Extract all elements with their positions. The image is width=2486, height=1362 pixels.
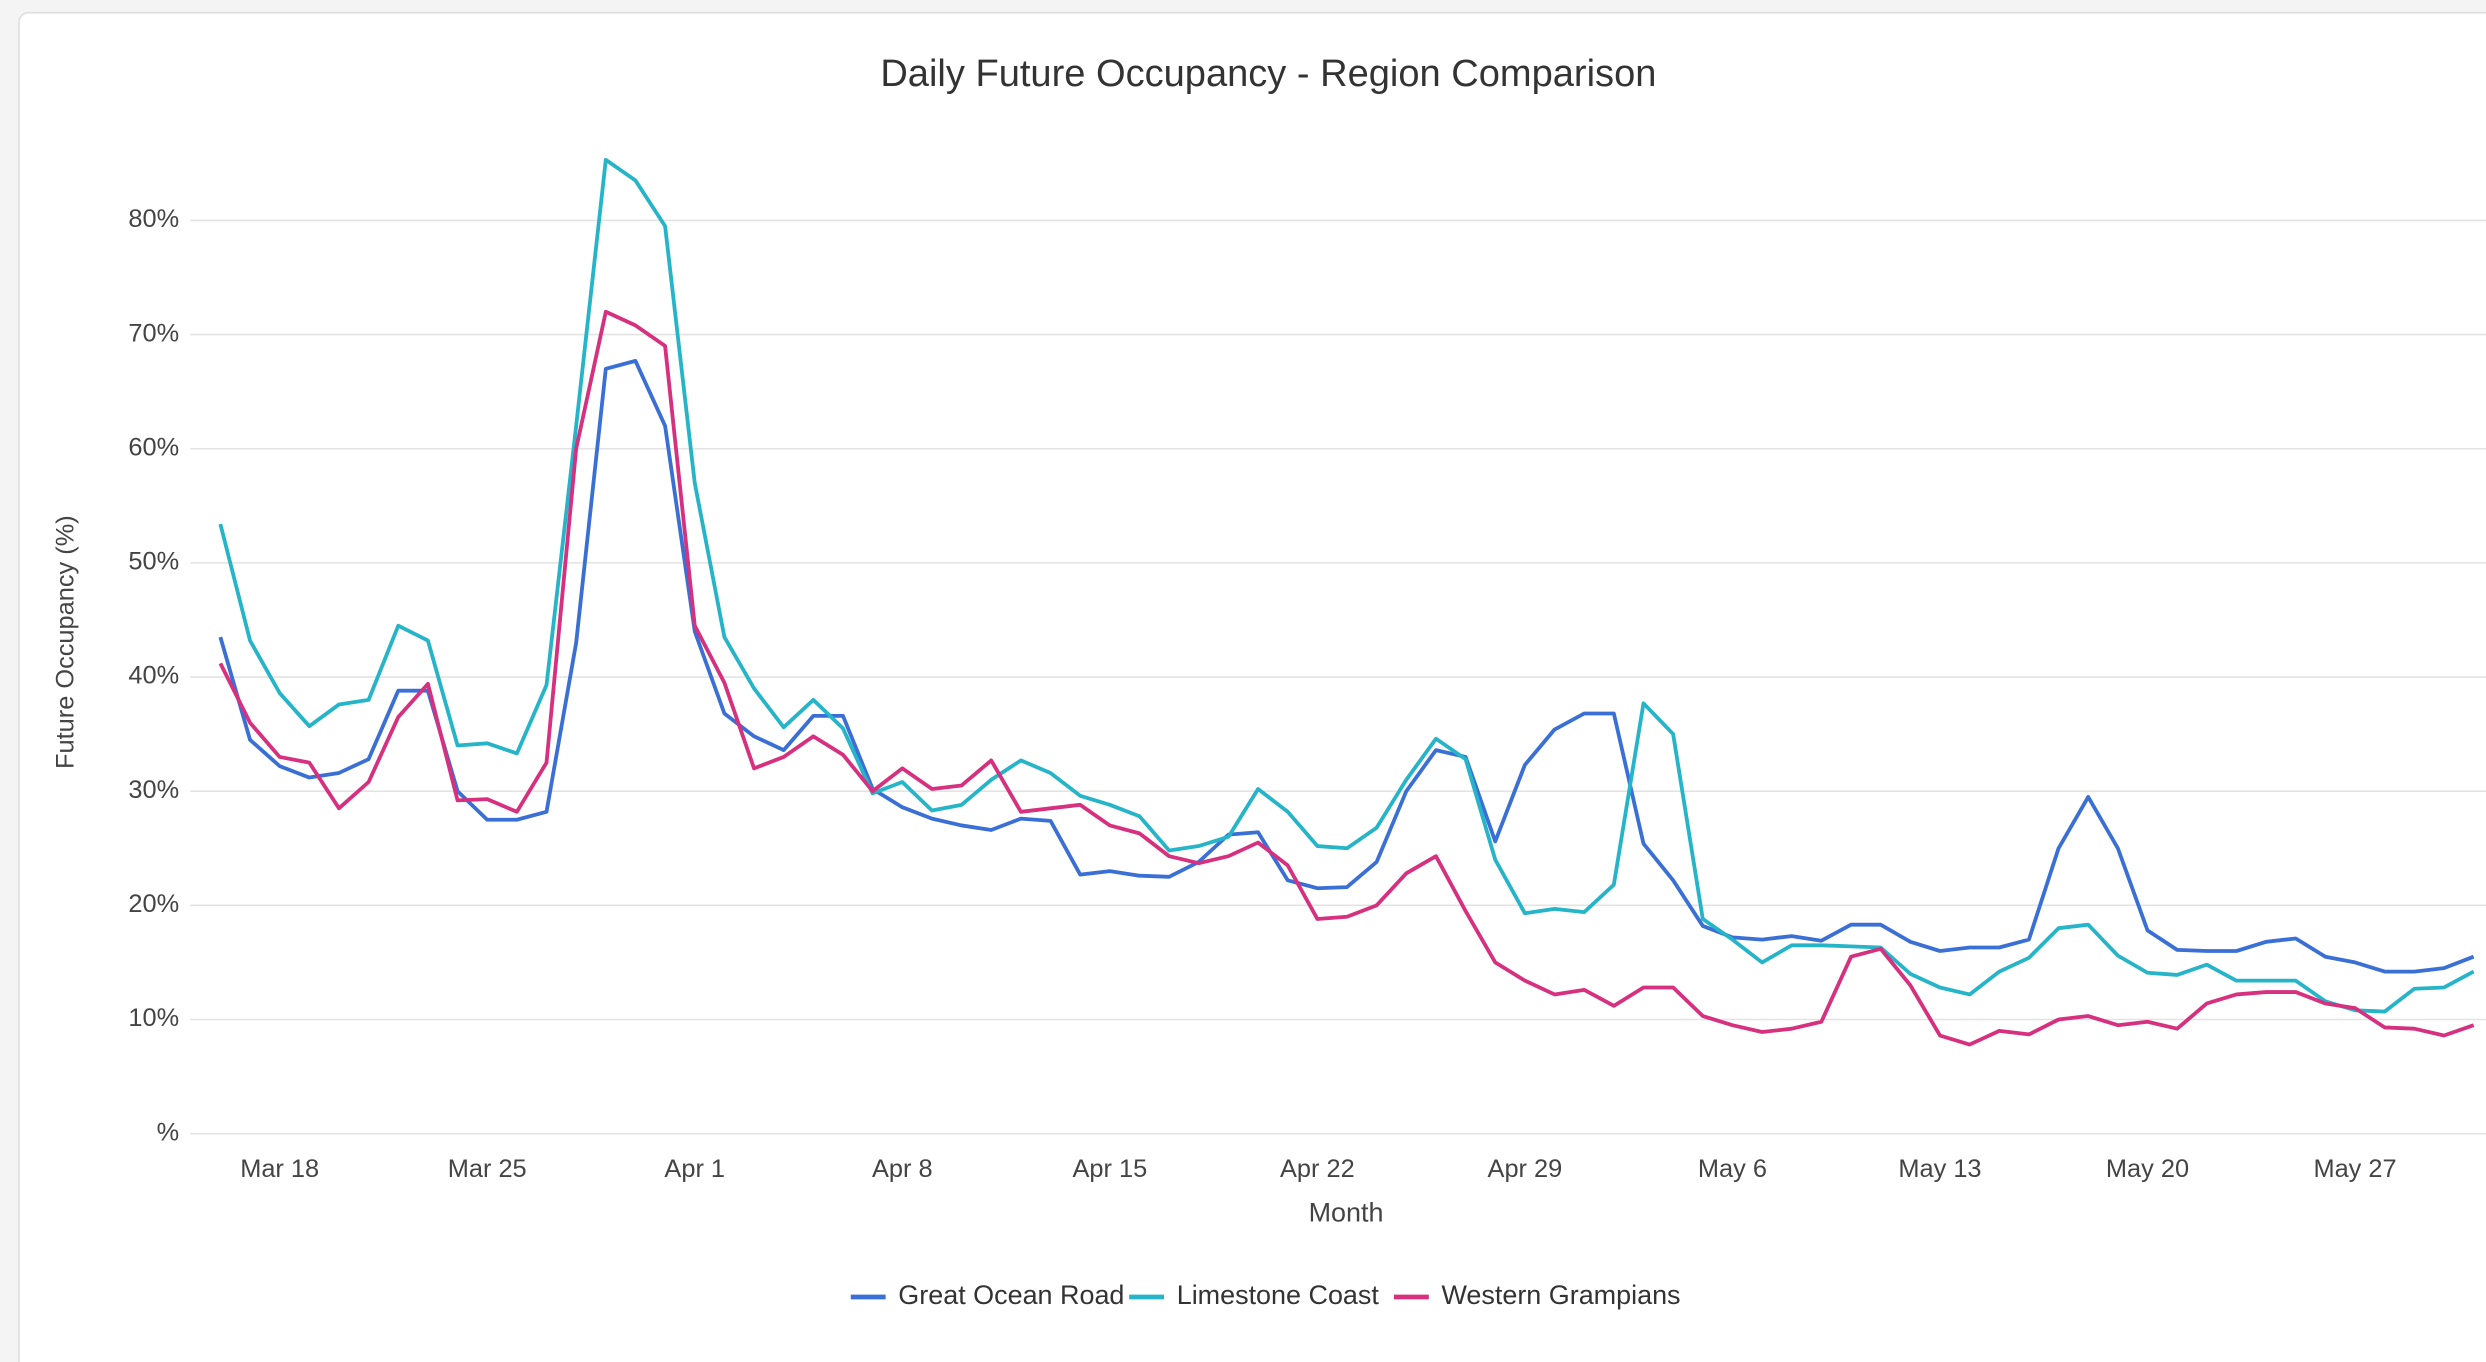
- legend-label: Western Grampians: [1441, 1280, 1680, 1310]
- x-tick-label: May 13: [1898, 1155, 1981, 1183]
- line-series: [218, 358, 2475, 974]
- y-tick-label: 20%: [128, 890, 179, 918]
- x-tick-label: Apr 8: [872, 1155, 933, 1183]
- x-axis-label: Month: [1309, 1198, 1384, 1228]
- y-tick-label: 30%: [128, 776, 179, 804]
- x-tick-label: May 20: [2106, 1155, 2189, 1183]
- y-tick-label: 10%: [128, 1004, 179, 1032]
- x-tick-label: Mar 25: [448, 1155, 527, 1183]
- x-tick-label: Mar 18: [240, 1155, 319, 1183]
- y-tick-label: 60%: [128, 433, 179, 461]
- line-series: [218, 309, 2475, 1047]
- x-tick-label: Apr 29: [1488, 1155, 1563, 1183]
- y-tick-label: %: [157, 1118, 180, 1146]
- x-tick-label: May 6: [1698, 1155, 1767, 1183]
- x-tick-label: Apr 1: [664, 1155, 725, 1183]
- y-tick-label: 70%: [128, 319, 179, 347]
- legend-label: Great Ocean Road: [898, 1280, 1124, 1310]
- x-tick-label: Apr 15: [1072, 1155, 1147, 1183]
- y-tick-label: 50%: [128, 548, 179, 576]
- y-axis-label: Future Occupancy (%): [51, 515, 79, 769]
- card: [18, 11, 2486, 1362]
- line-series: [218, 157, 2475, 1014]
- x-tick-label: Apr 22: [1280, 1155, 1355, 1183]
- chart-title: Daily Future Occupancy - Region Comparis…: [880, 53, 1656, 95]
- y-tick-label: 80%: [128, 205, 179, 233]
- y-tick-label: 40%: [128, 662, 179, 690]
- x-tick-label: May 27: [2313, 1155, 2396, 1183]
- legend-label: Limestone Coast: [1177, 1280, 1380, 1310]
